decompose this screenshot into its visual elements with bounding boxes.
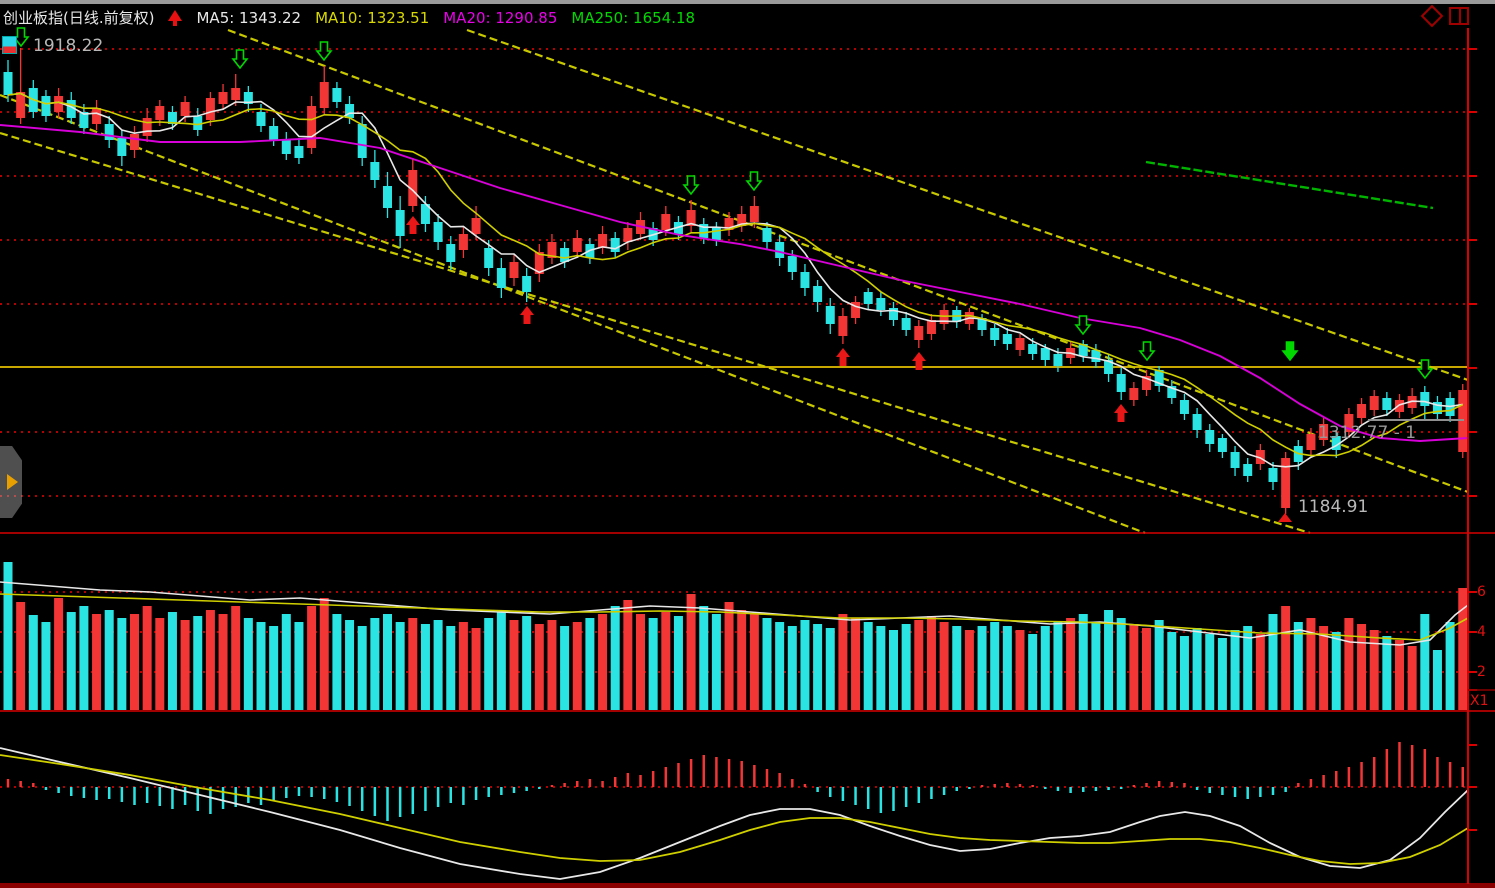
volume-layer: [0, 562, 1469, 710]
volume-ma5-value: MA5: 53209976.00: [191, 536, 335, 554]
flag-icon: [2, 36, 17, 54]
macd-layer: [0, 742, 1469, 880]
macd-dea-value: DEA: -12.31: [211, 714, 301, 732]
window-top-edge: [0, 0, 1495, 4]
high-price-label: 1918.22: [33, 36, 104, 56]
trendline-layer: [0, 28, 1469, 535]
chart-header: 创业板指(日线.前复权) MA5: 1343.22 MA10: 1323.51 …: [3, 7, 695, 28]
axis-layer: [0, 28, 1495, 888]
window-split-icon[interactable]: [1449, 7, 1469, 25]
ma5-value: MA5: 1343.22: [196, 8, 302, 27]
macd-header: MACD(12,26,9) DIF: 1.20 DEA: -12.31 MACD…: [3, 714, 413, 732]
candle-layer: [3, 48, 1468, 514]
grid-layer: [0, 48, 1468, 788]
ma10-value: MA10: 1323.51: [315, 8, 430, 27]
ma20-value: MA20: 1290.85: [443, 8, 558, 27]
slide-arrow-icon: [7, 474, 18, 490]
corner-icons: [1420, 4, 1469, 28]
up-arrow-icon: [168, 10, 183, 26]
volume-ma10-value: MA10: 55117292.00: [350, 536, 503, 554]
macd-title: MACD(12,26,9): [3, 714, 117, 732]
range-annotation-label: 1312.77 - 1: [1318, 423, 1417, 443]
diamond-icon[interactable]: [1420, 4, 1444, 28]
volume-axis-tick-4: 4: [1477, 624, 1486, 640]
index-name-label: 创业板指(日线.前复权): [3, 9, 155, 27]
price-ma-layer: [0, 92, 1468, 468]
signal-marker-layer: [12, 27, 1434, 522]
volume-value: VOLUME: 62902640.00: [3, 536, 176, 554]
volume-header: VOLUME: 62902640.00 MA5: 53209976.00 MA1…: [3, 536, 503, 554]
volume-axis-tick-6: 6: [1477, 584, 1486, 600]
left-slide-tab[interactable]: [0, 446, 22, 518]
macd-dif-value: DIF: 1.20: [130, 714, 198, 732]
low-price-label: 1184.91: [1298, 497, 1369, 517]
volume-axis-tick-2: 2: [1477, 664, 1486, 680]
volume-unit-label: X1: [1470, 693, 1489, 709]
macd-value: MACD: 27.03: [314, 714, 413, 732]
ma250-value: MA250: 1654.18: [571, 8, 696, 27]
